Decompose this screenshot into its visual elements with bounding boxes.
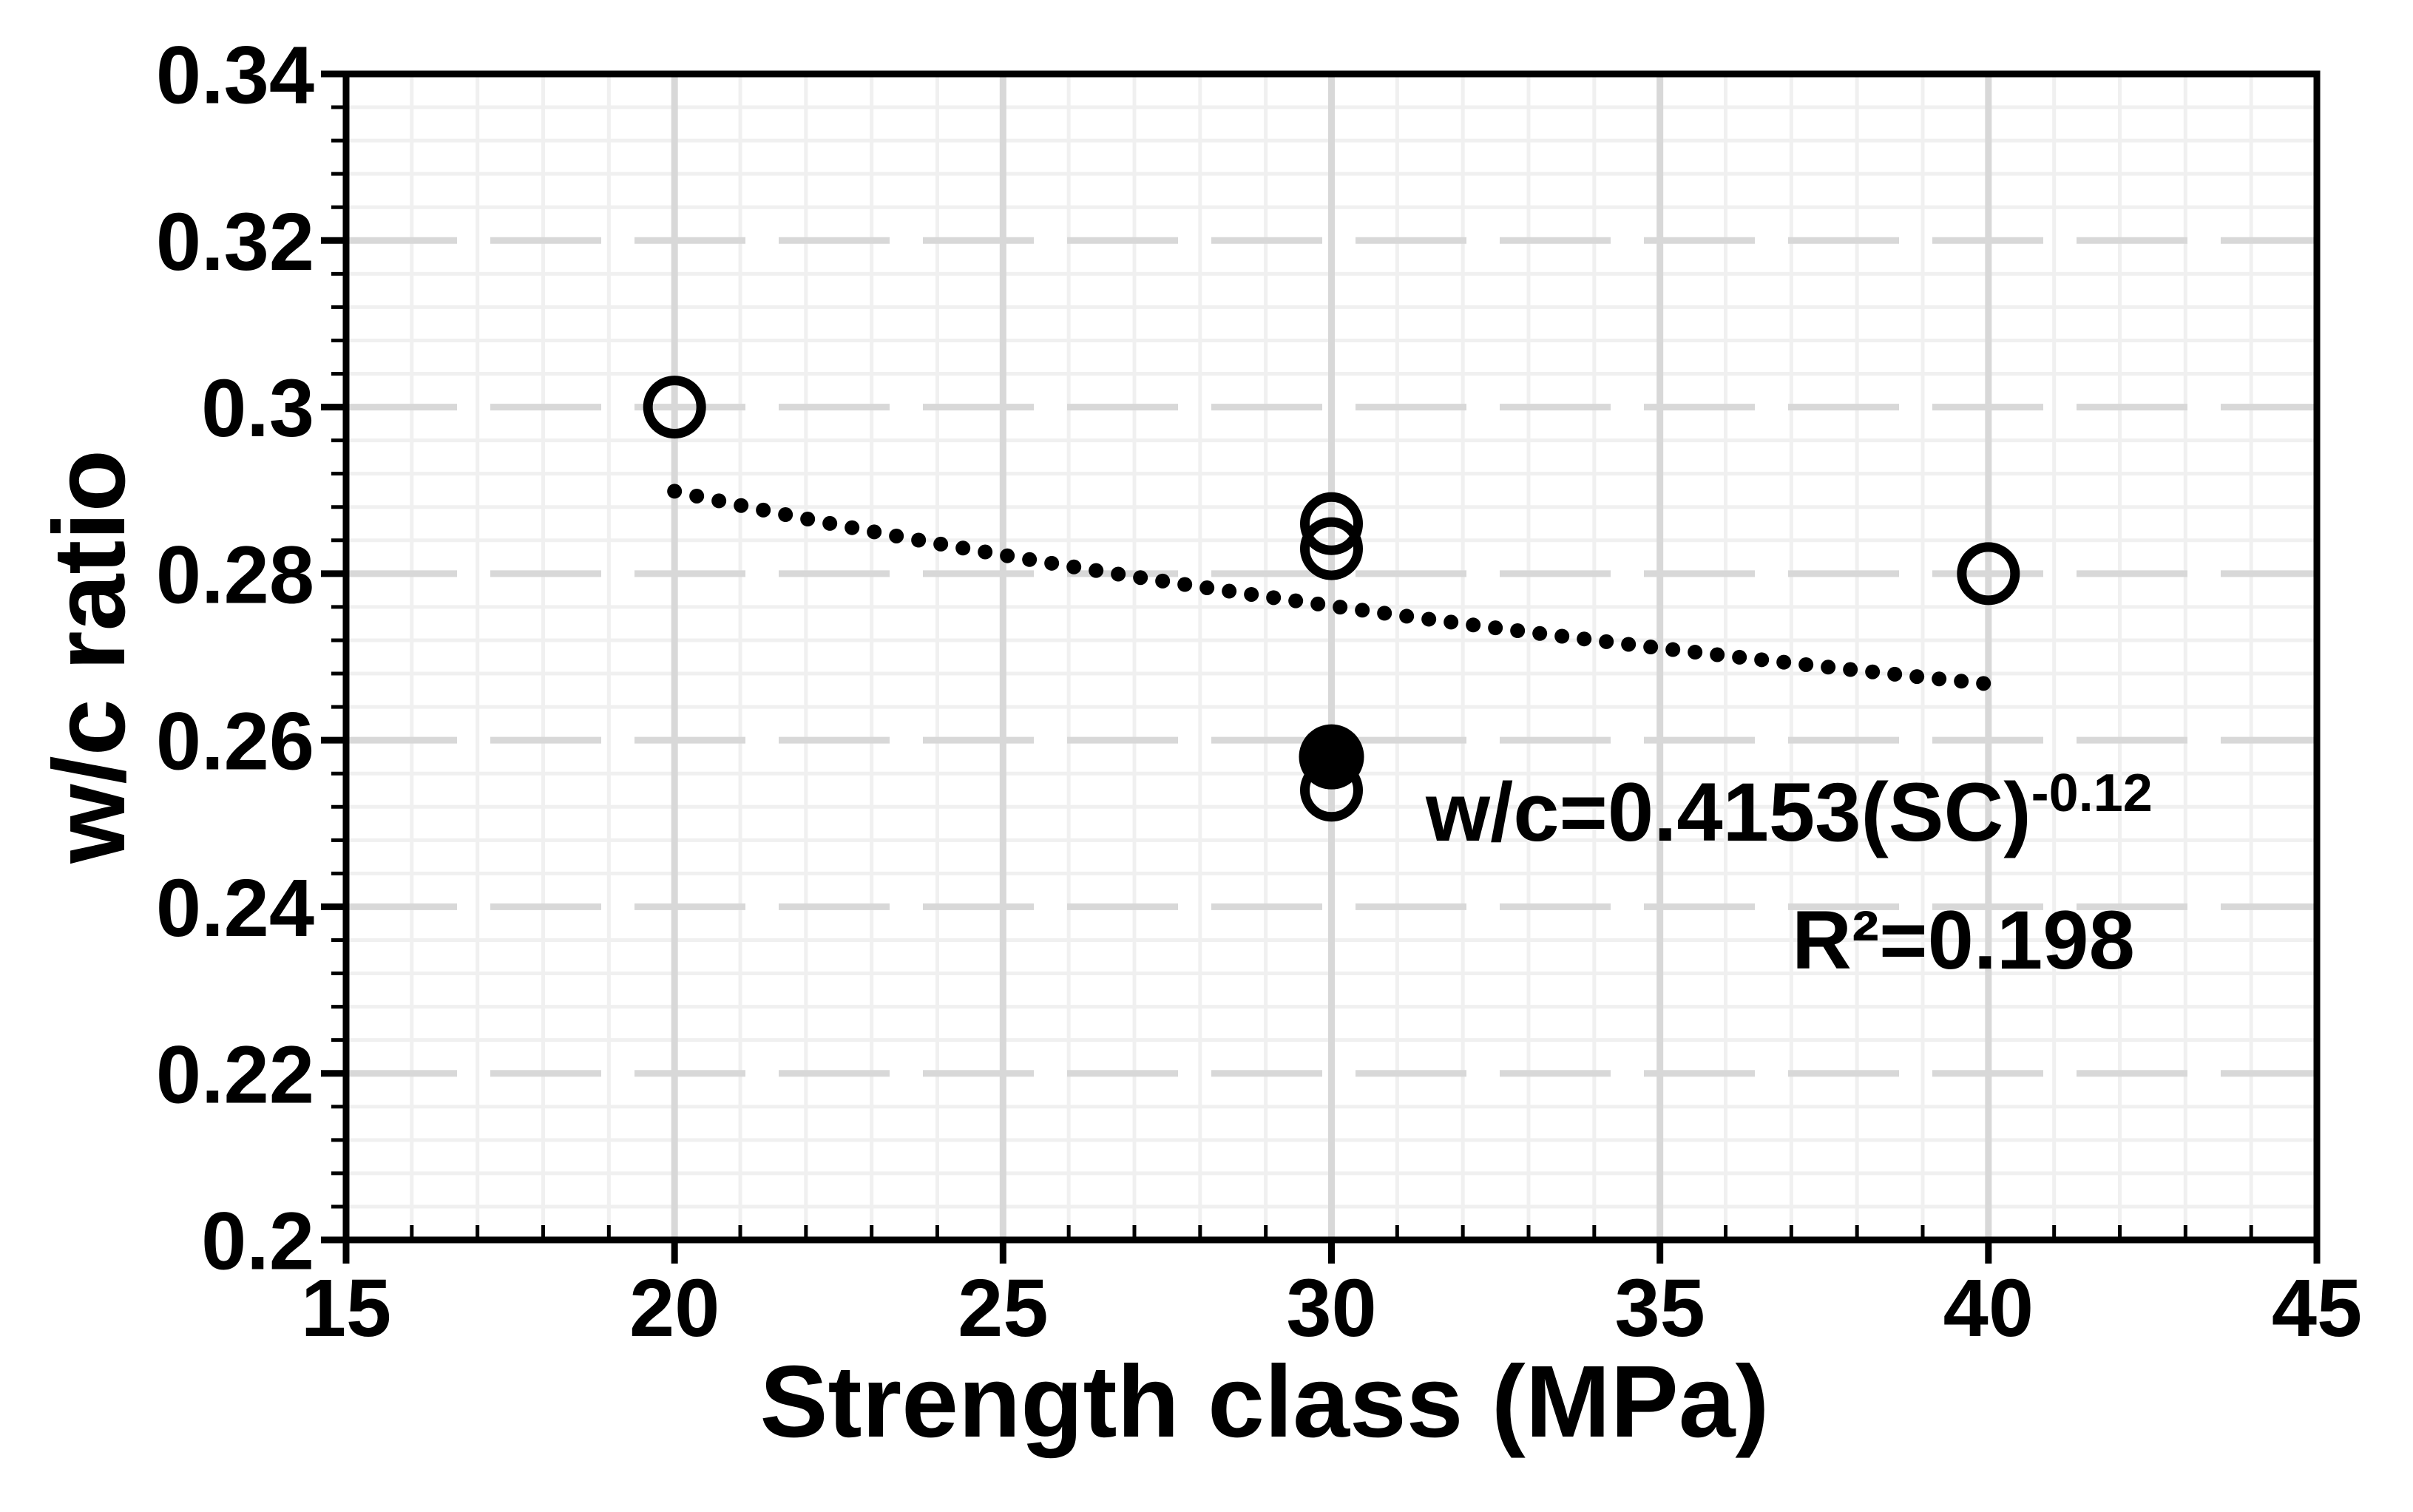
trend-dot <box>1089 563 1104 578</box>
x-tick-label: 40 <box>1943 1263 2034 1354</box>
trend-dot <box>1909 669 1925 685</box>
trend-dot <box>889 528 904 543</box>
trend-dot <box>1066 559 1082 574</box>
trend-dot <box>1155 573 1171 589</box>
y-axis-title: w/c ratio <box>33 450 146 864</box>
x-tick-label: 35 <box>1614 1263 1705 1354</box>
trend-dot <box>1510 623 1526 638</box>
trend-dot <box>1133 570 1148 586</box>
axis-ticks <box>321 70 2321 1264</box>
x-tick-label: 30 <box>1286 1263 1376 1354</box>
x-tick-label: 15 <box>301 1263 391 1354</box>
trend-dot <box>1732 649 1747 665</box>
trend-dot <box>1754 652 1770 668</box>
marker-open-circle <box>1957 542 2020 606</box>
x-axis-title: Strength class (MPa) <box>760 1345 1770 1459</box>
trend-dot <box>1599 634 1614 649</box>
trend-dot <box>778 507 793 523</box>
trend-dot <box>1333 600 1348 615</box>
trend-dot <box>1466 617 1481 633</box>
marker-open-circle <box>643 376 706 439</box>
trend-dot <box>1798 657 1814 672</box>
trend-dot <box>1776 654 1792 670</box>
trend-dot <box>756 502 771 518</box>
y-tick-label: 0.32 <box>156 197 314 288</box>
marker-open-circle <box>1300 517 1363 580</box>
trend-dot <box>1399 608 1415 624</box>
axis-tick-labels: 15 20 25 30 35 40 45 0.2 0.22 0.24 0.26 0.28 0.3 0.32… <box>156 30 2362 1354</box>
trend-dot <box>1932 671 1947 687</box>
trend-dot <box>822 515 838 531</box>
data-points <box>643 376 2020 822</box>
trend-dot <box>667 484 683 499</box>
trend-dot <box>1310 596 1326 611</box>
annotation-text: R²=0.198 <box>1792 894 2135 986</box>
trend-dot <box>1821 660 1836 675</box>
y-tick-label: 0.22 <box>156 1029 314 1120</box>
annotation-text: w/c=0.4153(SC)-0.12 <box>1425 764 2153 858</box>
y-tick-label: 0.26 <box>156 696 314 787</box>
equation-annotations: w/c=0.4153(SC)-0.12 R²=0.198 <box>1425 764 2153 986</box>
trend-dot <box>845 520 860 535</box>
trend-dot <box>1710 647 1725 662</box>
trend-dot <box>689 488 705 504</box>
y-tick-label: 0.28 <box>156 529 314 620</box>
trend-dot <box>800 512 816 527</box>
trend-dot <box>1488 620 1503 636</box>
trend-dot <box>1000 548 1015 563</box>
x-tick-label: 20 <box>629 1263 720 1354</box>
trend-dot <box>1532 626 1548 641</box>
trend-dot <box>1244 586 1259 602</box>
marker-open-circle <box>1300 492 1363 555</box>
trend-dot <box>1643 640 1659 655</box>
marker-filled-circle <box>1299 724 1364 790</box>
trend-dot <box>1288 593 1304 608</box>
trend-dot <box>1177 577 1193 592</box>
x-tick-label: 25 <box>958 1263 1048 1354</box>
trend-dot <box>1621 637 1637 652</box>
y-tick-label: 0.2 <box>201 1196 314 1287</box>
trend-dot <box>1377 606 1392 621</box>
trend-dot <box>1665 642 1681 657</box>
trend-dot <box>1688 645 1703 660</box>
trend-dot <box>1577 631 1592 647</box>
y-tick-label: 0.3 <box>201 363 314 454</box>
trend-dot <box>1111 566 1126 582</box>
trend-dot <box>1554 628 1570 644</box>
trend-dot <box>1865 664 1881 679</box>
y-tick-label: 0.24 <box>156 863 314 954</box>
trend-dot <box>1976 676 1991 691</box>
trend-dot <box>1044 555 1060 571</box>
trend-dot <box>1222 583 1237 599</box>
x-tick-label: 45 <box>2272 1263 2362 1354</box>
trend-dot <box>1355 603 1370 618</box>
trend-dot <box>1887 666 1903 682</box>
trend-dot <box>933 536 949 552</box>
major-gridlines <box>346 74 2317 1240</box>
trend-dot <box>711 493 727 509</box>
trend-dot <box>1266 590 1282 606</box>
trend-dot <box>1199 580 1215 596</box>
trend-dot <box>1022 552 1038 567</box>
trend-dot <box>978 544 993 560</box>
trend-dot <box>1843 662 1858 677</box>
trend-dot <box>1954 674 1969 689</box>
trend-dot <box>734 498 749 513</box>
trend-dot <box>1421 611 1437 627</box>
trendline-dotted <box>667 484 1991 691</box>
y-tick-label: 0.34 <box>156 30 314 121</box>
trend-dot <box>955 540 971 556</box>
trend-dot <box>1444 614 1459 630</box>
trend-dot <box>867 524 882 540</box>
trend-dot <box>911 532 927 548</box>
